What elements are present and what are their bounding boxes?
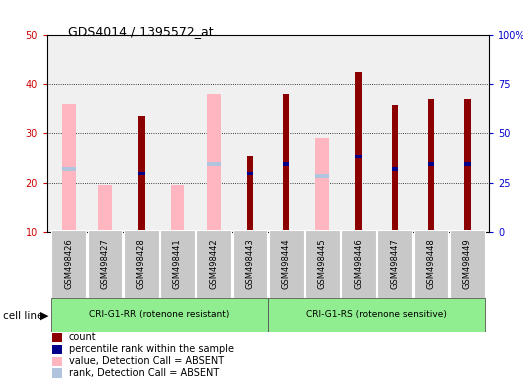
Text: GSM498449: GSM498449 xyxy=(463,239,472,289)
Bar xyxy=(428,99,434,232)
Text: value, Detection Call = ABSENT: value, Detection Call = ABSENT xyxy=(69,356,224,366)
Text: GSM498446: GSM498446 xyxy=(354,238,363,290)
Text: GSM498445: GSM498445 xyxy=(318,239,327,289)
Bar xyxy=(464,162,471,166)
Bar xyxy=(138,172,144,175)
Bar xyxy=(233,230,267,298)
Bar xyxy=(52,369,62,378)
Bar xyxy=(160,230,195,298)
Bar xyxy=(268,298,485,332)
Bar xyxy=(464,99,471,232)
Bar xyxy=(207,94,221,232)
Text: CRI-G1-RR (rotenone resistant): CRI-G1-RR (rotenone resistant) xyxy=(89,310,230,319)
Text: GSM498441: GSM498441 xyxy=(173,239,182,289)
Bar xyxy=(247,172,253,175)
Bar xyxy=(392,105,398,232)
Bar xyxy=(98,185,112,232)
Bar xyxy=(88,230,122,298)
Text: percentile rank within the sample: percentile rank within the sample xyxy=(69,344,234,354)
Bar xyxy=(450,230,485,298)
Bar xyxy=(52,356,62,366)
Bar xyxy=(170,185,185,232)
Text: GSM498448: GSM498448 xyxy=(427,238,436,290)
Bar xyxy=(52,344,62,354)
Text: cell line: cell line xyxy=(3,311,43,321)
Bar xyxy=(138,116,144,232)
Text: GSM498427: GSM498427 xyxy=(100,238,109,290)
Bar xyxy=(51,230,86,298)
Bar xyxy=(247,156,253,232)
Bar xyxy=(414,230,448,298)
Bar xyxy=(305,230,340,298)
Text: GSM498426: GSM498426 xyxy=(64,238,73,290)
Bar xyxy=(315,174,329,178)
Bar xyxy=(52,333,62,342)
Bar xyxy=(283,94,289,232)
Bar xyxy=(315,138,329,232)
Text: count: count xyxy=(69,332,96,343)
Text: rank, Detection Call = ABSENT: rank, Detection Call = ABSENT xyxy=(69,368,219,378)
Bar xyxy=(283,162,289,166)
Bar xyxy=(124,230,158,298)
Text: GDS4014 / 1395572_at: GDS4014 / 1395572_at xyxy=(68,25,213,38)
Text: GSM498443: GSM498443 xyxy=(245,238,254,290)
Text: GSM498428: GSM498428 xyxy=(137,238,146,290)
Text: CRI-G1-RS (rotenone sensitive): CRI-G1-RS (rotenone sensitive) xyxy=(306,310,447,319)
Bar xyxy=(196,230,231,298)
Text: ▶: ▶ xyxy=(40,311,48,321)
Bar xyxy=(207,162,221,166)
Text: GSM498447: GSM498447 xyxy=(390,238,400,290)
Bar xyxy=(428,162,434,166)
Bar xyxy=(51,298,268,332)
Bar xyxy=(355,72,362,232)
Bar xyxy=(378,230,412,298)
Bar xyxy=(62,167,76,170)
Bar xyxy=(341,230,376,298)
Bar xyxy=(355,155,362,158)
Bar xyxy=(269,230,303,298)
Bar xyxy=(392,167,398,170)
Text: GSM498442: GSM498442 xyxy=(209,239,218,289)
Bar xyxy=(62,104,76,232)
Text: GSM498444: GSM498444 xyxy=(282,239,291,289)
